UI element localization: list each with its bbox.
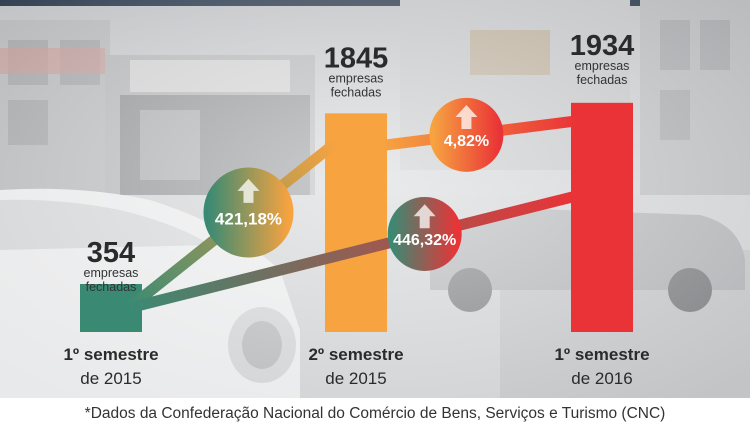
category-label-1: 1º semestre <box>63 345 158 364</box>
category-label-3: 1º semestre <box>554 345 649 364</box>
unit-label-line1: empresas <box>84 266 139 280</box>
growth-line-3 <box>123 190 583 314</box>
unit-label-line2: fechadas <box>86 280 137 294</box>
bar-3 <box>571 102 633 332</box>
bar-chart: 421,18%4,82%446,32%354empresasfechadas18… <box>63 30 649 388</box>
category-sublabel-2: de 2015 <box>325 369 386 388</box>
unit-label-line1: empresas <box>575 59 630 73</box>
category-label-2: 2º semestre <box>308 345 403 364</box>
unit-label-line1: empresas <box>329 71 384 85</box>
growth-label-3: 446,32% <box>393 232 456 249</box>
growth-label-2: 4,82% <box>444 133 489 150</box>
footnote: *Dados da Confederação Nacional do Comér… <box>0 398 750 430</box>
category-sublabel-3: de 2016 <box>571 369 632 388</box>
value-label-2: 1845 <box>324 42 389 74</box>
value-label-1: 354 <box>87 237 135 269</box>
unit-label-line2: fechadas <box>331 85 382 99</box>
growth-bubble-3 <box>387 196 462 271</box>
category-sublabel-1: de 2015 <box>80 369 141 388</box>
arrow-up-icon <box>455 105 478 130</box>
arrow-up-icon <box>413 204 436 229</box>
unit-label-line2: fechadas <box>577 73 628 87</box>
value-label-3: 1934 <box>570 30 635 62</box>
arrow-up-icon <box>237 178 260 203</box>
growth-bubble-2 <box>429 97 504 172</box>
growth-bubble-1 <box>203 167 294 258</box>
growth-label-1: 421,18% <box>215 210 282 229</box>
